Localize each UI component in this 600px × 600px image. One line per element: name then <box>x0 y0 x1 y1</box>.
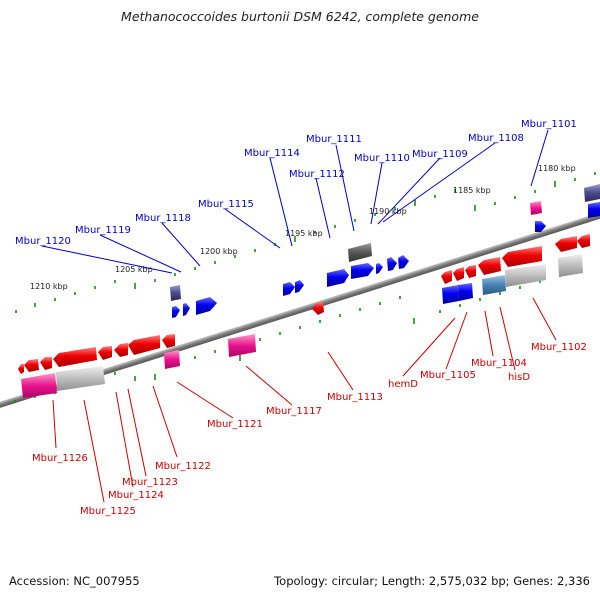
steel-feature <box>482 275 506 295</box>
gene-arrow-forward <box>351 263 374 279</box>
gene-label: Mbur_1120 <box>15 236 71 247</box>
gene-arrow-reverse <box>24 359 39 372</box>
pink-feature <box>21 373 57 398</box>
gene-arrow-reverse <box>40 357 52 370</box>
scale-label: 1200 kbp <box>200 247 238 256</box>
gene-arrow-forward <box>327 269 349 287</box>
scale-label: 1190 kbp <box>369 207 407 216</box>
gene-label: Mbur_1115 <box>198 199 254 210</box>
forward-scale-ticks <box>15 172 596 313</box>
gene-arrow-reverse <box>18 364 24 374</box>
reverse-strand-genes <box>18 234 590 374</box>
gene-arrow-forward <box>376 263 383 274</box>
gene-label: Mbur_1119 <box>75 225 131 236</box>
gene-arrow-forward <box>387 257 397 271</box>
gene-label: Mbur_1125 <box>80 506 136 517</box>
gene-arrow-reverse <box>128 335 160 355</box>
gene-label: Mbur_1118 <box>135 213 191 224</box>
forward-strand-genes <box>172 202 600 318</box>
gene-label: Mbur_1114 <box>244 148 300 159</box>
navy-feature <box>170 285 181 301</box>
gene-label: Mbur_1113 <box>327 392 383 403</box>
gene-arrow-forward <box>295 280 304 293</box>
gene-arrow-forward <box>588 202 600 218</box>
gene-arrow-reverse <box>312 302 324 315</box>
gene-label: Mbur_1101 <box>521 119 577 130</box>
scale-label: 1195 kbp <box>285 229 323 238</box>
reverse-leader-lines <box>52 297 557 503</box>
gene-arrow-reverse <box>478 257 501 275</box>
gene-arrow-forward <box>283 282 295 296</box>
forward-gene-labels: Mbur_1101 Mbur_1108 Mbur_1109 Mbur_1110 … <box>15 119 577 247</box>
gene-arrow-forward <box>398 255 409 269</box>
forward-features <box>170 184 600 301</box>
gray-feature <box>505 264 546 287</box>
gene-label: Mbur_1105 <box>420 370 476 381</box>
reverse-gene-labels: Mbur_1102 hisD Mbur_1104 Mbur_1105 hemD … <box>32 342 587 517</box>
genome-backbone <box>0 205 600 409</box>
gene-label: Mbur_1102 <box>531 342 587 353</box>
gene-label: hisD <box>508 372 530 383</box>
reverse-features <box>21 254 583 398</box>
blue-feature <box>458 283 473 301</box>
gene-label: Mbur_1109 <box>412 149 468 160</box>
scale-labels: 1180 kbp 1185 kbp 1190 kbp 1195 kbp 1200… <box>30 164 576 291</box>
gene-arrow-reverse <box>465 265 476 278</box>
gene-arrow-reverse <box>502 246 542 267</box>
gene-arrow-reverse <box>453 267 464 281</box>
scale-label: 1205 kbp <box>115 265 153 274</box>
gene-label: Mbur_1117 <box>266 406 322 417</box>
gene-label: Mbur_1110 <box>354 153 410 164</box>
gene-label: hemD <box>388 379 418 390</box>
pink-feature <box>164 350 180 369</box>
gene-arrow-forward <box>172 306 180 318</box>
dark-feature <box>348 243 372 262</box>
gene-label: Mbur_1108 <box>468 133 524 144</box>
gene-label: Mbur_1126 <box>32 453 88 464</box>
scale-label: 1185 kbp <box>453 186 491 195</box>
gene-arrow-reverse <box>577 234 590 248</box>
gene-label: Mbur_1121 <box>207 419 263 430</box>
gray-feature <box>558 254 583 277</box>
gene-arrow-forward <box>196 297 217 315</box>
forward-leader-lines <box>41 129 549 274</box>
gene-arrow-reverse <box>555 236 577 252</box>
pink-feature <box>530 201 542 215</box>
gene-arrow-forward <box>535 221 546 232</box>
blue-feature <box>442 285 459 304</box>
gray-feature <box>56 366 105 391</box>
pink-feature <box>228 334 256 357</box>
gene-label: Mbur_1112 <box>289 169 345 180</box>
scale-label: 1210 kbp <box>30 282 68 291</box>
gene-arrow-forward <box>183 303 190 316</box>
scale-label: 1180 kbp <box>538 164 576 173</box>
navy-feature <box>584 184 600 202</box>
gene-label: Mbur_1122 <box>155 461 211 472</box>
gene-arrow-reverse <box>114 343 128 357</box>
gene-label: Mbur_1104 <box>471 358 527 369</box>
gene-arrow-reverse <box>162 334 175 348</box>
gene-arrow-reverse <box>441 270 452 284</box>
accession-text: Accession: NC_007955 <box>9 574 140 588</box>
gene-label: Mbur_1124 <box>108 490 164 501</box>
gene-arrow-reverse <box>53 347 97 367</box>
gene-label: Mbur_1111 <box>306 134 362 145</box>
gene-label: Mbur_1123 <box>122 477 178 488</box>
genome-stats-text: Topology: circular; Length: 2,575,032 bp… <box>274 574 590 588</box>
map-title: Methanococcoides burtonii DSM 6242, comp… <box>121 9 479 24</box>
gene-arrow-reverse <box>98 346 112 360</box>
